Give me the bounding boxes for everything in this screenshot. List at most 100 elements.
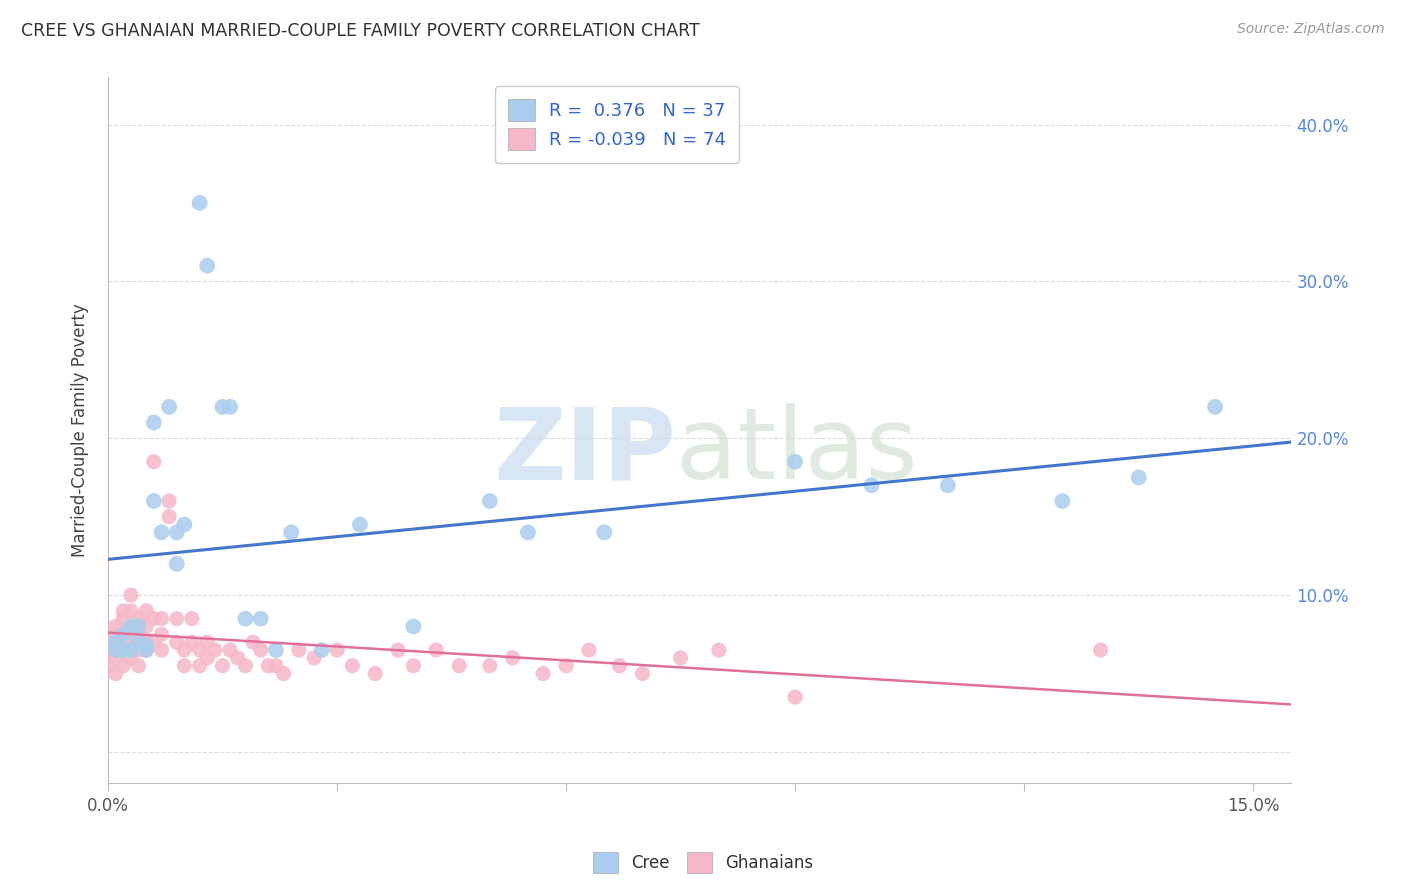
Point bbox=[195, 651, 218, 665]
Point bbox=[1052, 494, 1074, 508]
Point bbox=[342, 658, 364, 673]
Point bbox=[173, 517, 195, 532]
Point bbox=[242, 635, 264, 649]
Point bbox=[142, 455, 165, 469]
Point bbox=[157, 400, 180, 414]
Point bbox=[402, 658, 425, 673]
Point bbox=[150, 525, 173, 540]
Point bbox=[112, 612, 135, 626]
Point bbox=[173, 658, 195, 673]
Point bbox=[211, 400, 233, 414]
Text: CREE VS GHANAIAN MARRIED-COUPLE FAMILY POVERTY CORRELATION CHART: CREE VS GHANAIAN MARRIED-COUPLE FAMILY P… bbox=[21, 22, 700, 40]
Point bbox=[104, 635, 127, 649]
Point bbox=[516, 525, 538, 540]
Point bbox=[112, 604, 135, 618]
Point bbox=[273, 666, 295, 681]
Point bbox=[120, 619, 142, 633]
Point bbox=[128, 612, 150, 626]
Point bbox=[142, 416, 165, 430]
Point bbox=[128, 658, 150, 673]
Point bbox=[219, 643, 242, 657]
Point bbox=[120, 604, 142, 618]
Point bbox=[112, 627, 135, 641]
Point bbox=[135, 638, 157, 652]
Point bbox=[97, 643, 120, 657]
Point bbox=[166, 612, 188, 626]
Point bbox=[326, 643, 349, 657]
Point bbox=[135, 604, 157, 618]
Text: atlas: atlas bbox=[676, 403, 918, 500]
Point bbox=[188, 658, 211, 673]
Point bbox=[578, 643, 600, 657]
Point bbox=[257, 658, 280, 673]
Legend: Cree, Ghanaians: Cree, Ghanaians bbox=[586, 846, 820, 880]
Point bbox=[235, 658, 257, 673]
Point bbox=[302, 651, 325, 665]
Point bbox=[142, 635, 165, 649]
Point bbox=[128, 643, 150, 657]
Point bbox=[135, 635, 157, 649]
Point bbox=[173, 643, 195, 657]
Point bbox=[120, 588, 142, 602]
Point bbox=[425, 643, 447, 657]
Point bbox=[97, 658, 120, 673]
Point bbox=[387, 643, 409, 657]
Point bbox=[219, 400, 242, 414]
Point bbox=[104, 651, 127, 665]
Point bbox=[860, 478, 883, 492]
Point bbox=[128, 619, 150, 633]
Point bbox=[785, 690, 807, 704]
Point bbox=[104, 619, 127, 633]
Point bbox=[142, 494, 165, 508]
Point bbox=[249, 612, 271, 626]
Text: ZIP: ZIP bbox=[494, 403, 676, 500]
Point bbox=[150, 612, 173, 626]
Point bbox=[402, 619, 425, 633]
Point bbox=[349, 517, 371, 532]
Point bbox=[104, 627, 127, 641]
Point bbox=[157, 509, 180, 524]
Point bbox=[226, 651, 249, 665]
Point bbox=[112, 643, 135, 657]
Point bbox=[211, 658, 233, 673]
Point bbox=[120, 643, 142, 657]
Point bbox=[449, 658, 471, 673]
Point bbox=[311, 643, 333, 657]
Point bbox=[135, 619, 157, 633]
Point bbox=[204, 643, 226, 657]
Point bbox=[785, 455, 807, 469]
Point bbox=[1128, 470, 1150, 484]
Point bbox=[188, 643, 211, 657]
Point bbox=[1090, 643, 1112, 657]
Text: Source: ZipAtlas.com: Source: ZipAtlas.com bbox=[1237, 22, 1385, 37]
Point bbox=[120, 635, 142, 649]
Point bbox=[235, 612, 257, 626]
Point bbox=[142, 612, 165, 626]
Point bbox=[631, 666, 654, 681]
Point bbox=[555, 658, 578, 673]
Point bbox=[478, 658, 501, 673]
Point bbox=[166, 525, 188, 540]
Point bbox=[135, 643, 157, 657]
Point bbox=[157, 494, 180, 508]
Point bbox=[195, 259, 218, 273]
Point bbox=[150, 627, 173, 641]
Point bbox=[264, 643, 287, 657]
Point bbox=[128, 627, 150, 641]
Point bbox=[364, 666, 387, 681]
Point bbox=[166, 635, 188, 649]
Point bbox=[104, 643, 127, 657]
Point bbox=[478, 494, 501, 508]
Point bbox=[609, 658, 631, 673]
Point bbox=[120, 619, 142, 633]
Point bbox=[104, 666, 127, 681]
Point bbox=[195, 635, 218, 649]
Point bbox=[120, 651, 142, 665]
Point bbox=[593, 525, 616, 540]
Point bbox=[166, 557, 188, 571]
Point bbox=[288, 643, 311, 657]
Point bbox=[181, 635, 204, 649]
Point bbox=[1204, 400, 1226, 414]
Point bbox=[112, 658, 135, 673]
Y-axis label: Married-Couple Family Poverty: Married-Couple Family Poverty bbox=[72, 303, 89, 558]
